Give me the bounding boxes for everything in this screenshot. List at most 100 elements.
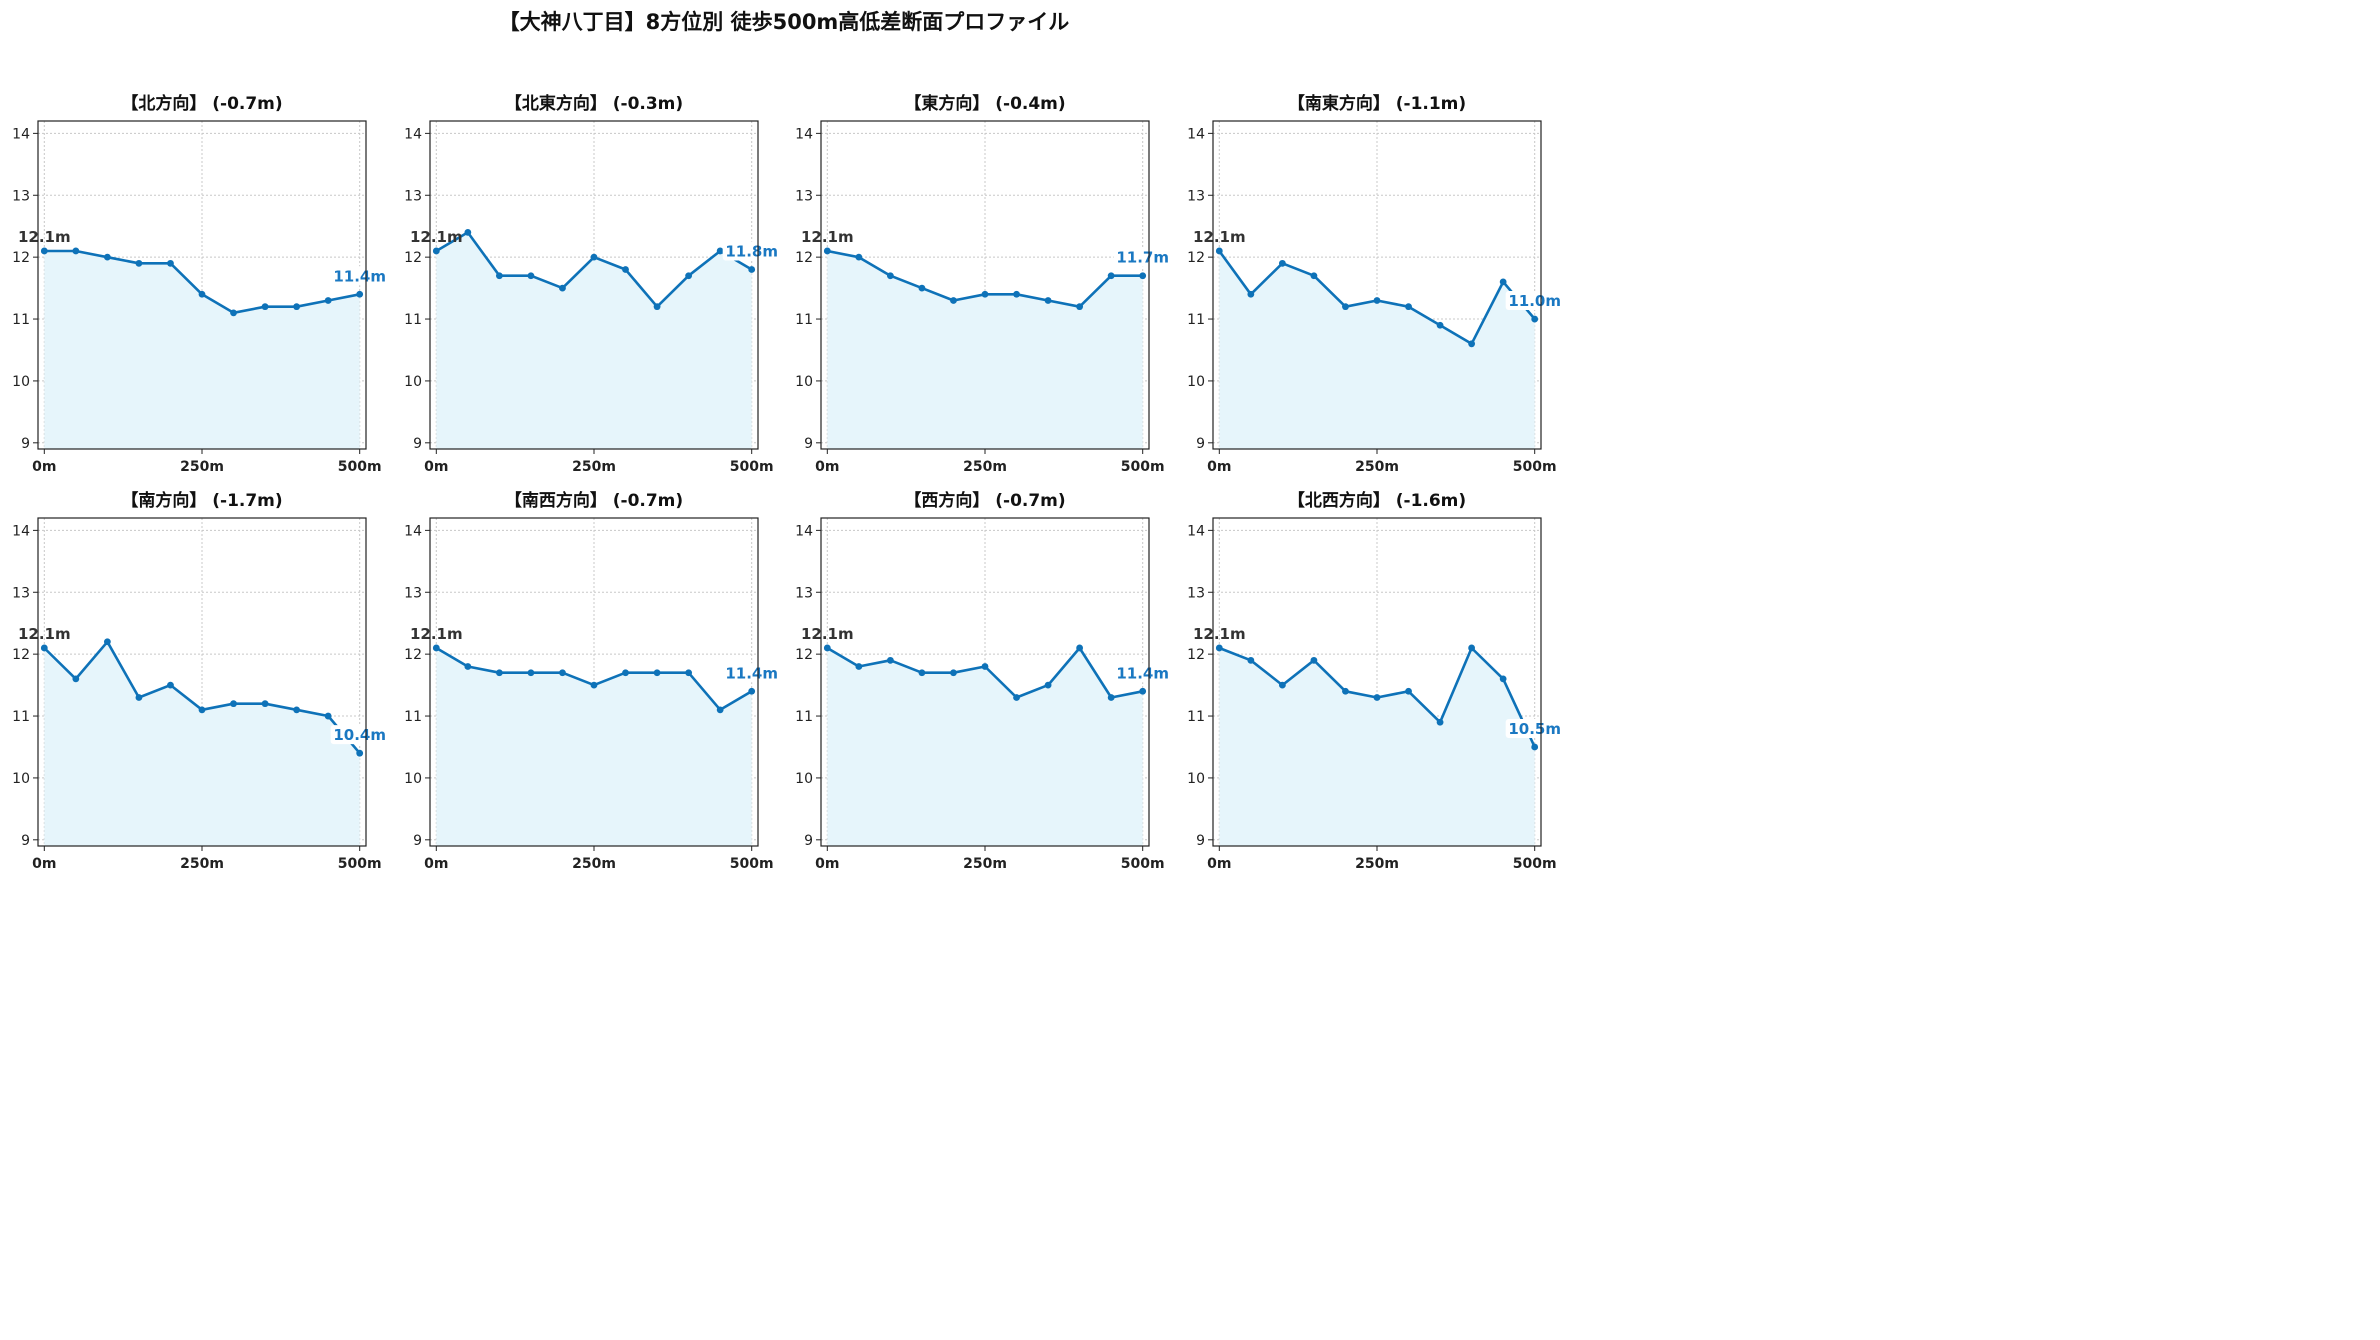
data-point [1436,321,1444,329]
subplot-title: 【南東方向】 (-1.1m) [1288,93,1466,114]
elevation-area [436,232,752,449]
y-tick-label: 14 [12,523,30,539]
elevation-area [1219,251,1535,449]
data-point [748,687,756,695]
data-point [1139,272,1147,280]
y-tick-label: 12 [12,250,30,266]
end-label-background [722,241,779,261]
y-tick-label: 13 [1187,585,1205,601]
y-tick-label: 9 [413,833,422,849]
x-tick-label: 250m [180,856,224,872]
data-point [855,253,863,261]
end-elevation-label: 11.0m [1508,292,1561,310]
x-tick-label: 500m [1513,856,1557,872]
elevation-area [827,251,1143,449]
y-tick-label: 13 [404,585,422,601]
x-tick-label: 500m [338,459,382,475]
data-point [1215,644,1223,652]
data-point [324,712,332,720]
data-point [1247,656,1255,664]
data-point [464,663,472,670]
data-point [1342,687,1349,695]
x-tick-label: 250m [572,459,616,475]
data-point [432,247,440,255]
data-point [1044,297,1052,304]
data-point [559,284,566,292]
data-point [918,284,926,292]
x-tick-label: 0m [32,459,56,475]
x-tick-label: 0m [424,459,448,475]
y-tick-label: 10 [795,374,813,390]
data-point [1373,297,1381,304]
data-point [72,247,80,255]
subplot-5: 【南方向】 (-1.7m) 12.1m 10.4m 9 10 11 12 13 14 0m 250m… [12,490,387,872]
data-point [918,669,926,677]
subplot-title: 【北東方向】 (-0.3m) [505,93,683,114]
y-tick-label: 14 [1187,523,1205,539]
data-point [886,656,894,664]
data-point [1499,278,1507,286]
y-tick-label: 14 [404,126,422,142]
data-point [527,272,535,280]
y-tick-label: 13 [12,585,30,601]
start-elevation-label: 12.1m [18,625,71,643]
data-point [1310,656,1318,664]
y-tick-label: 9 [21,833,30,849]
y-tick-label: 10 [795,771,813,787]
subplot-title: 【南方向】 (-1.7m) [121,490,282,511]
y-tick-label: 12 [404,250,422,266]
data-point [230,700,237,708]
end-label-background [330,725,387,745]
y-tick-label: 10 [404,771,422,787]
x-tick-label: 500m [730,856,774,872]
subplot-title: 【南西方向】 (-0.7m) [505,490,683,511]
data-point [1499,675,1507,683]
data-point [1310,272,1318,280]
data-point [135,694,143,701]
data-point [981,663,989,670]
subplot-1: 【北方向】 (-0.7m) 12.1m 11.4m 9 10 11 12 13 14 0m 250m… [12,93,387,475]
y-tick-label: 13 [795,585,813,601]
data-point [495,669,503,677]
data-point [748,266,756,273]
data-point [622,266,629,273]
end-elevation-label: 11.4m [1116,664,1169,682]
data-point [356,749,364,757]
end-label-background [1505,291,1562,311]
end-elevation-label: 11.8m [725,243,778,261]
y-tick-label: 13 [795,188,813,204]
y-tick-label: 13 [1187,188,1205,204]
x-tick-label: 0m [815,856,839,872]
data-point [1107,272,1115,280]
y-tick-label: 14 [12,126,30,142]
end-label-background [1113,247,1170,267]
y-tick-label: 9 [804,436,813,452]
data-point [356,290,364,298]
y-tick-label: 12 [404,647,422,663]
data-point [1139,687,1147,695]
end-label-background [1113,663,1170,683]
y-tick-label: 12 [1187,250,1205,266]
data-point [40,644,48,652]
subplot-title: 【東方向】 (-0.4m) [904,93,1065,114]
end-label-background [722,663,779,683]
data-point [324,297,332,304]
subplot-4: 【南東方向】 (-1.1m) 12.1m 11.0m 9 10 11 12 13 14 0m 250… [1187,93,1562,475]
data-point [1405,303,1412,311]
data-point [950,297,957,304]
data-point [1531,743,1539,751]
elevation-area [436,648,752,846]
subplot-8: 【北西方向】 (-1.6m) 12.1m 10.5m 9 10 11 12 13 14 0m 250… [1187,490,1562,872]
elevation-area [44,641,360,846]
data-point [1013,290,1020,298]
data-point [40,247,48,255]
data-point [590,681,598,689]
data-point [1468,340,1476,348]
x-tick-label: 250m [572,856,616,872]
data-point [293,706,301,714]
y-tick-label: 10 [12,771,30,787]
data-point [198,706,206,714]
end-elevation-label: 11.7m [1116,249,1169,267]
y-tick-label: 13 [404,188,422,204]
end-elevation-label: 11.4m [333,267,386,285]
